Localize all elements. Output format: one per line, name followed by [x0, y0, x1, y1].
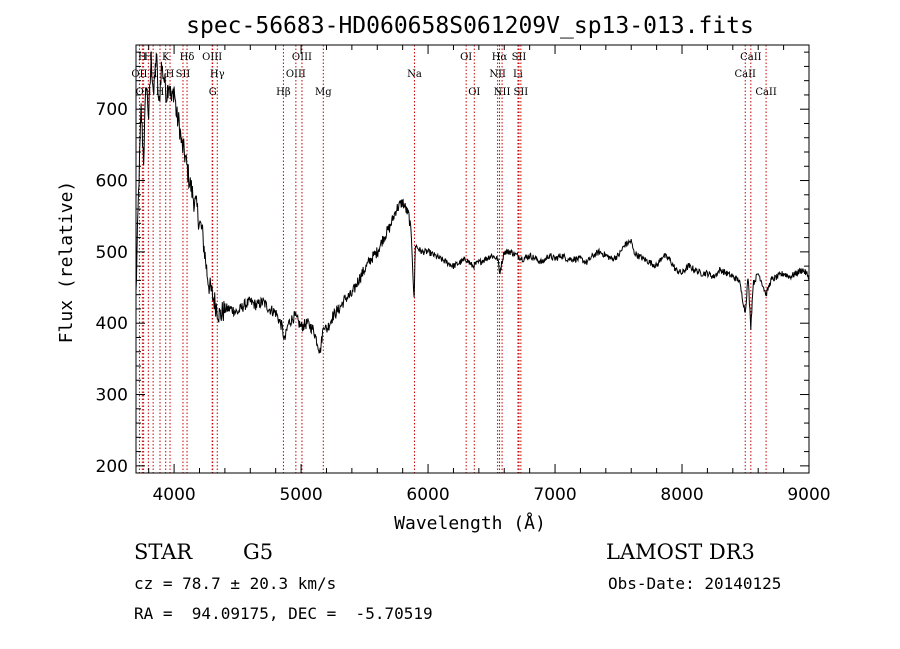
marker-label: Li [513, 69, 523, 80]
plot-frame [135, 44, 810, 474]
marker-label: H [138, 52, 147, 63]
survey-name: LAMOST DR3 [606, 540, 755, 564]
marker-label: NII [489, 69, 506, 80]
marker-label: H [166, 69, 175, 80]
marker-label: OI [468, 87, 480, 98]
marker-label: CaII [734, 69, 756, 80]
coordinates: RA = 94.09175, DEC = -5.70519 [134, 604, 433, 623]
y-axis-label: Flux (relative) [56, 181, 77, 344]
spectral-line-markers [138, 45, 767, 473]
y-tick-label: 200 [96, 457, 128, 477]
y-tick-label: 700 [96, 100, 128, 120]
marker-label: K [162, 52, 170, 63]
marker-label: Hβ [276, 87, 291, 98]
y-tick-label: 300 [96, 386, 128, 406]
y-tick-label: 400 [96, 314, 128, 334]
y-tick-label: 600 [96, 172, 128, 192]
marker-label: H [149, 69, 158, 80]
marker-label: Mg [315, 87, 332, 98]
marker-label: OIII [202, 52, 222, 63]
marker-label: H [144, 52, 153, 63]
marker-label: Hγ [210, 69, 225, 80]
object-class: STAR [134, 540, 193, 564]
chart-title: spec-56683-HD060658S061209V_sp13-013.fit… [186, 13, 754, 39]
y-axis: 200 300 400 500 600 700 [96, 51, 809, 477]
marker-label: NII [494, 87, 511, 98]
marker-label: OI [460, 52, 472, 63]
subclass: G5 [243, 540, 274, 564]
x-axis: 4000 5000 6000 7000 8000 9000 [148, 45, 831, 505]
marker-label: SII [176, 69, 191, 80]
x-tick-label: 8000 [660, 485, 703, 505]
marker-label: CaII [740, 52, 762, 63]
marker-label: Hα [492, 52, 508, 63]
marker-label: OIII [286, 69, 306, 80]
marker-label: SII [513, 87, 528, 98]
obs-date: Obs-Date: 20140125 [608, 574, 782, 593]
marker-label: Hδ [180, 52, 195, 63]
x-tick-label: 6000 [406, 485, 449, 505]
marker-label: SII [512, 52, 527, 63]
marker-label: OII [131, 69, 147, 80]
marker-label: Na [407, 69, 422, 80]
marker-label: OIII [292, 52, 312, 63]
x-tick-label: 4000 [152, 485, 195, 505]
marker-label: G [209, 87, 217, 98]
redshift-info: cz = 78.7 ± 20.3 km/s [134, 574, 337, 593]
x-tick-label: 9000 [787, 485, 830, 505]
spectrum-line [135, 51, 810, 354]
x-axis-label: Wavelength (Å) [394, 512, 546, 534]
y-tick-label: 500 [96, 243, 128, 263]
x-tick-label: 5000 [279, 485, 322, 505]
marker-label: OII [136, 87, 152, 98]
x-tick-label: 7000 [533, 485, 576, 505]
marker-label: CaII [755, 87, 777, 98]
